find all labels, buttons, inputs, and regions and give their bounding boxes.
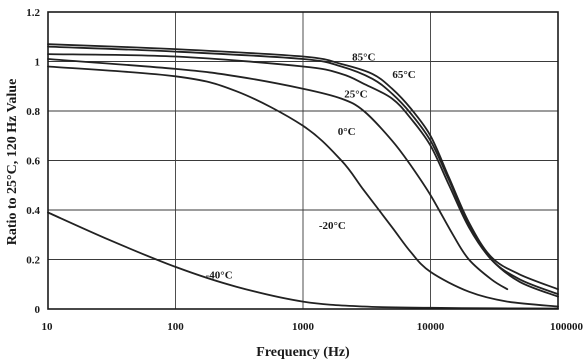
x-tick-label: 100 [167,321,184,333]
series-label-0: 85°C [352,52,375,64]
series-line-4 [47,65,559,308]
x-tick-label: 10000 [417,321,445,333]
series-label-1: 65°C [392,69,415,81]
series-label-5: -40°C [206,269,233,281]
y-tick-label: 1.2 [26,7,40,19]
y-tick-label: 0.6 [26,156,40,168]
plot-frame [47,11,559,310]
y-axis-title: Ratio to 25°C, 120 Hz Value [5,79,20,246]
series-line-2 [47,53,559,298]
y-tick-label: 1 [35,57,41,69]
series-line-0 [47,43,559,291]
series-lines [47,43,559,310]
x-tick-label: 100000 [550,321,584,333]
series-line-3 [47,58,509,291]
series-label-3: 0°C [338,126,356,138]
x-tick-label: 10 [42,321,54,333]
y-tick-label: 0.4 [26,205,40,217]
series-labels: 85°C 65°C 25°C 0°C -20°C -40°C [206,52,416,282]
x-tick-label: 1000 [292,321,315,333]
x-axis-title: Frequency (Hz) [256,345,350,360]
series-line-5 [47,211,559,310]
y-tick-label: 0.2 [26,255,40,267]
y-tick-label: 0 [35,304,41,316]
series-label-2: 25°C [344,89,367,101]
tick-labels: 0 0.2 0.4 0.6 0.8 1 1.2 10 100 1000 10000 100000 [26,7,583,333]
y-tick-label: 0.8 [26,106,40,118]
series-label-4: -20°C [319,220,346,232]
